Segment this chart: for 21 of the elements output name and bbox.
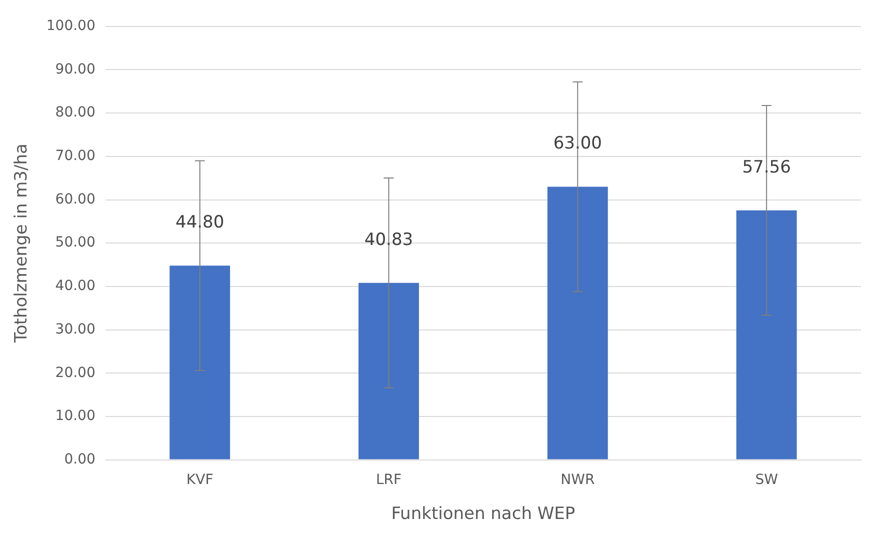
y-tick-label: 0.00 (64, 451, 96, 468)
bar (170, 266, 230, 460)
y-tick-label: 70.00 (55, 148, 96, 164)
y-tick-label: 100.00 (46, 18, 96, 34)
y-tick-label: 90.00 (55, 61, 96, 78)
y-tick-label: 10.00 (55, 408, 96, 424)
x-tick-label: KVF (186, 472, 214, 488)
y-tick-label: 80.00 (55, 104, 96, 121)
x-tick-label: SW (755, 472, 778, 488)
y-tick-label: 30.00 (55, 321, 96, 338)
bar (547, 186, 608, 460)
y-tick-label: 50.00 (55, 234, 96, 251)
y-tick-label: 20.00 (55, 364, 96, 381)
bar (358, 282, 419, 460)
y-tick-label: 60.00 (55, 191, 96, 208)
y-axis-title: Totholzmenge in m3/ha (12, 144, 32, 344)
bar (736, 210, 797, 460)
x-axis-title: Funktionen nach WEP (391, 504, 576, 524)
y-tick-label: 40.00 (55, 278, 96, 294)
x-tick-label: LRF (376, 472, 402, 488)
x-tick-label: NWR (560, 472, 595, 488)
